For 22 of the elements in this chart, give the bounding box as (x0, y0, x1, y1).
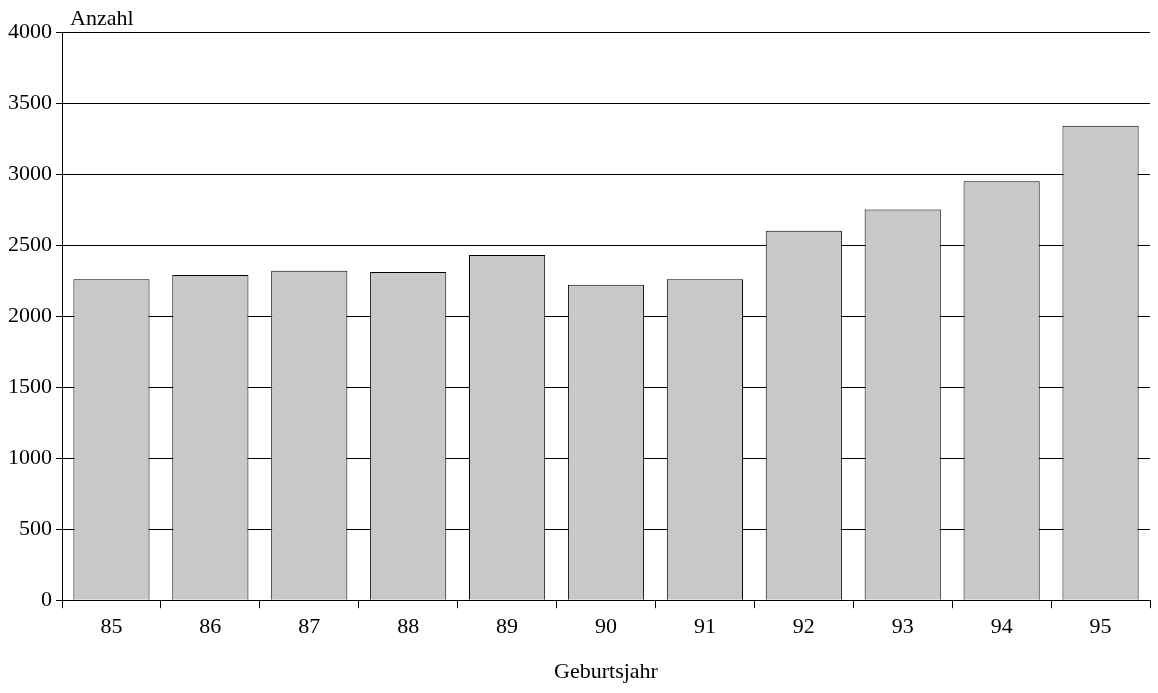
y-tick-label: 2000 (8, 301, 52, 327)
x-tick-label: 89 (496, 613, 519, 639)
y-tick-label: 500 (19, 514, 52, 540)
x-tick-label: 90 (595, 613, 617, 639)
x-tick-label: 92 (792, 613, 815, 639)
x-axis-title: Geburtsjahr (554, 657, 659, 683)
y-tick-label: 1000 (8, 443, 52, 469)
x-tick-label: 87 (298, 613, 321, 639)
y-tick-label: 2500 (8, 230, 52, 256)
y-axis-title: Anzahl (70, 4, 134, 30)
x-tick-label: 95 (1089, 613, 1112, 639)
y-tick-label: 4000 (8, 17, 52, 43)
x-tick-label: 93 (891, 613, 914, 639)
y-tick-label: 3000 (8, 159, 52, 185)
x-tick-label: 86 (199, 613, 222, 639)
y-tick-label: 0 (41, 585, 52, 611)
y-tick-label: 3500 (8, 88, 52, 114)
x-tick-label: 94 (990, 613, 1013, 639)
x-tick-label: 91 (693, 613, 716, 639)
x-tick-label: 85 (100, 613, 123, 639)
x-tick-label: 88 (397, 613, 420, 639)
y-tick-label: 1500 (8, 372, 52, 398)
